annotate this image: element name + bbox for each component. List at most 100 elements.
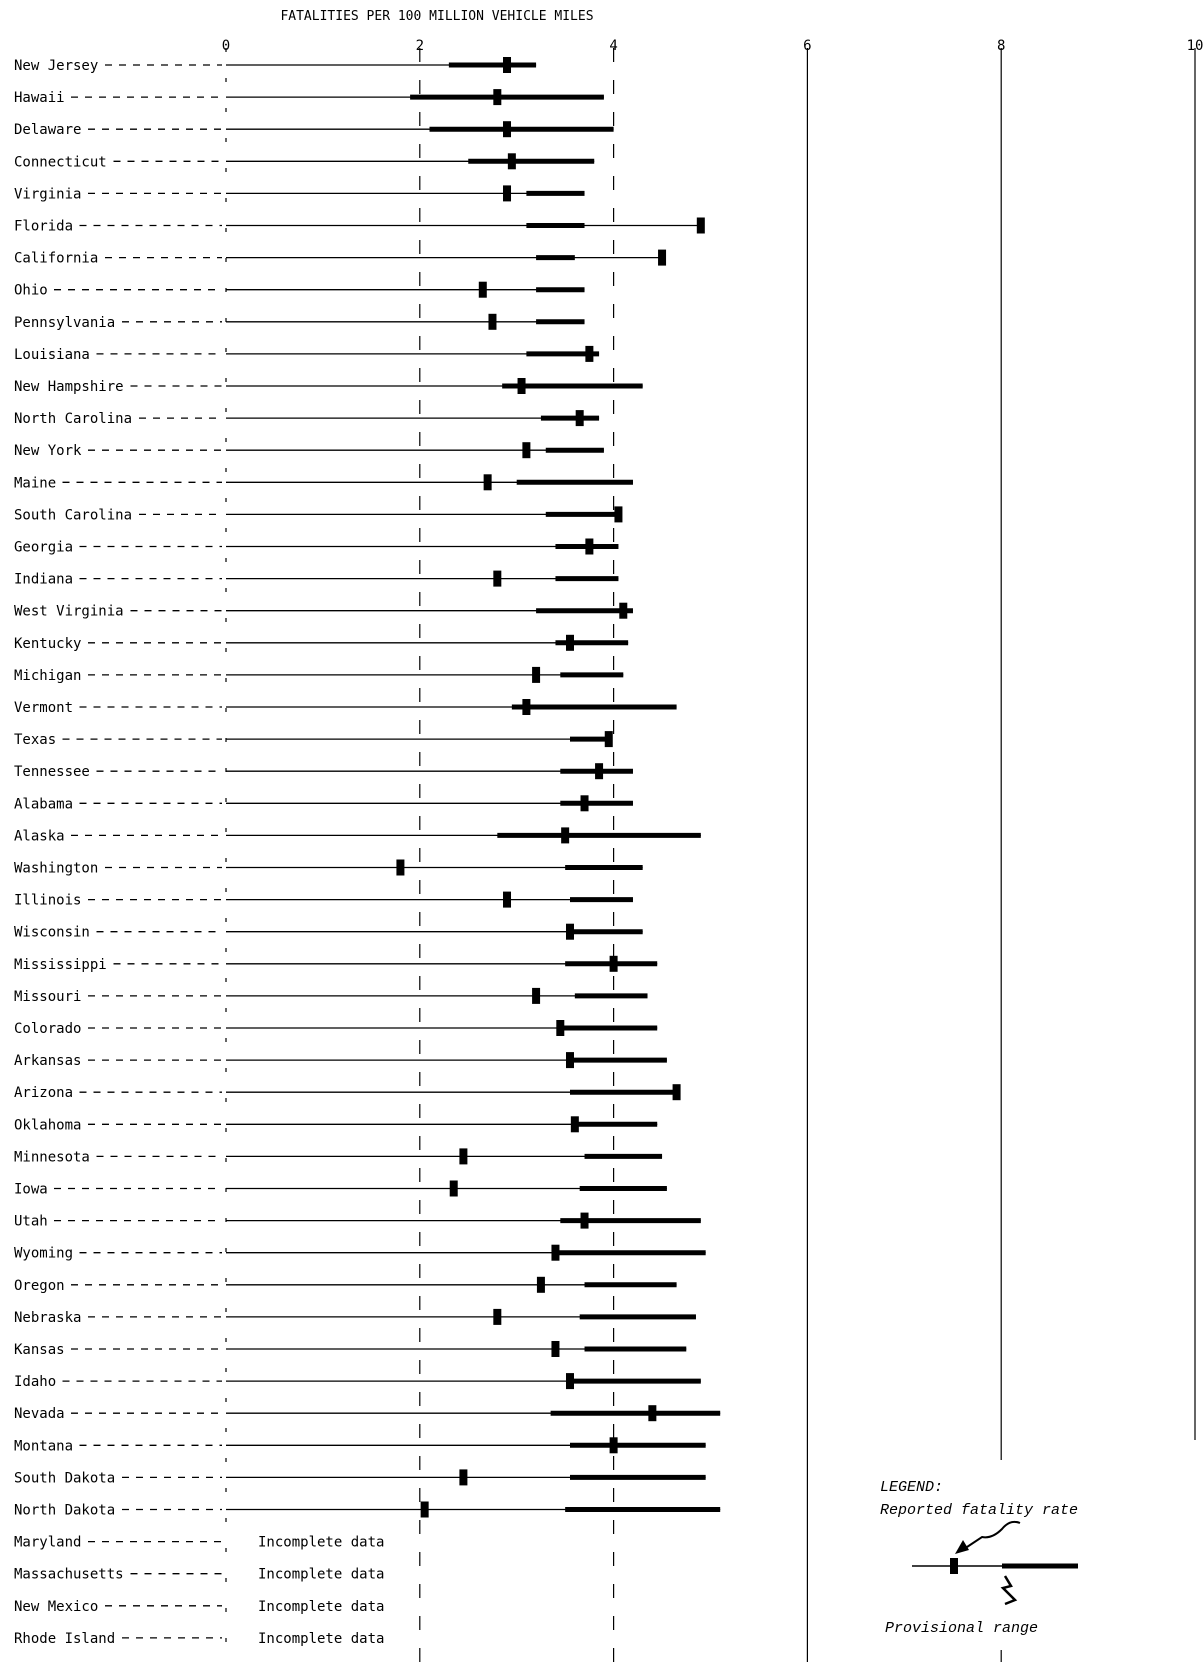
x-tick-label: 4	[609, 38, 617, 54]
fatality-rate-marker	[561, 827, 570, 844]
state-row: Nevada	[14, 1405, 721, 1422]
fatality-rate-marker	[575, 410, 584, 427]
fatality-rate-marker	[672, 1084, 681, 1101]
incomplete-row: Rhode Island Incomplete data	[14, 1631, 384, 1647]
state-row: West Virginia	[14, 602, 633, 620]
state-row: Michigan	[14, 666, 624, 684]
state-label: Maine	[14, 475, 56, 491]
state-row: Idaho	[14, 1373, 701, 1390]
state-label: Iowa	[14, 1182, 48, 1198]
state-label: Nevada	[14, 1406, 65, 1422]
state-label: California	[14, 251, 98, 267]
fatality-rate-marker	[551, 1341, 560, 1357]
fatality-rate-marker	[595, 763, 604, 780]
legend-rate-arrowhead	[955, 1540, 969, 1554]
fatality-rate-marker	[488, 313, 497, 330]
state-label: Oklahoma	[14, 1117, 81, 1133]
fatality-rate-marker	[536, 1276, 545, 1293]
state-label: Colorado	[14, 1021, 81, 1037]
grid-lines	[225, 48, 1196, 1662]
legend-title: LEGEND:	[880, 1479, 943, 1496]
state-label: North Carolina	[14, 411, 132, 427]
state-row: Colorado	[14, 1020, 658, 1037]
state-label: Wyoming	[14, 1246, 73, 1262]
fatality-rate-marker	[551, 1244, 560, 1261]
fatality-rate-marker	[449, 1180, 458, 1197]
legend-range-label: Provisional range	[885, 1620, 1038, 1637]
fatality-rate-marker	[556, 1020, 565, 1036]
state-row: Nebraska	[14, 1308, 696, 1326]
fatality-rate-marker	[532, 666, 541, 683]
state-label: Massachusetts	[14, 1567, 124, 1583]
x-axis-ticks: 0 2 4 6 8 10	[222, 38, 1203, 54]
state-label: Indiana	[14, 572, 73, 588]
state-label: Pennsylvania	[14, 315, 115, 331]
state-row: New York	[14, 442, 604, 459]
state-label: Kentucky	[14, 636, 81, 652]
state-row: Missouri	[14, 987, 648, 1005]
state-label: Utah	[14, 1214, 48, 1230]
state-row: Kentucky	[14, 634, 629, 652]
x-tick-label: 2	[416, 38, 424, 54]
state-label: Mississippi	[14, 957, 107, 973]
state-label: Georgia	[14, 540, 73, 556]
state-label: Arizona	[14, 1085, 73, 1101]
state-label: New Jersey	[14, 58, 98, 74]
fatality-rate-marker	[565, 634, 574, 651]
state-row: New Jersey	[14, 57, 537, 74]
state-label: New Mexico	[14, 1599, 98, 1615]
state-label: Illinois	[14, 893, 81, 909]
fatality-rate-marker	[609, 955, 618, 972]
state-label: Michigan	[14, 668, 81, 684]
state-label: North Dakota	[14, 1503, 115, 1519]
state-label: Washington	[14, 861, 98, 877]
state-row: Alaska	[14, 827, 701, 844]
fatality-rate-marker	[648, 1405, 657, 1422]
state-label: Vermont	[14, 700, 73, 716]
legend: LEGEND: Reported fatality rate Provision…	[880, 1479, 1078, 1637]
legend-rate-label: Reported fatality rate	[880, 1502, 1078, 1519]
state-label: New York	[14, 443, 82, 459]
state-label: Connecticut	[14, 154, 107, 170]
state-row: California	[14, 249, 667, 267]
state-row: Minnesota	[14, 1148, 663, 1165]
x-tick-label: 8	[997, 38, 1005, 54]
state-row: Illinois	[14, 891, 633, 909]
incomplete-rows: Maryland Incomplete data Massachusetts Inco…	[14, 1535, 384, 1647]
fatality-rate-marker	[459, 1148, 468, 1165]
state-row: North Dakota	[14, 1501, 721, 1519]
incomplete-note: Incomplete data	[258, 1535, 384, 1551]
fatality-rate-marker	[483, 474, 492, 491]
state-row: South Carolina	[14, 506, 623, 523]
state-label: Texas	[14, 732, 56, 748]
fatality-rate-marker	[609, 1437, 618, 1454]
incomplete-row: New Mexico Incomplete data	[14, 1599, 384, 1615]
fatality-rate-marker	[565, 923, 574, 940]
state-row: North Carolina	[14, 410, 600, 427]
state-row: Kansas	[14, 1341, 687, 1358]
state-row: Louisiana	[14, 345, 600, 363]
state-row: Utah	[14, 1212, 701, 1230]
state-row: Oklahoma	[14, 1116, 658, 1133]
state-label: Kansas	[14, 1342, 65, 1358]
fatality-rate-marker	[396, 859, 405, 876]
state-label: Idaho	[14, 1374, 56, 1390]
incomplete-note: Incomplete data	[258, 1567, 384, 1583]
state-row: Hawaii	[14, 89, 604, 106]
state-label: Alabama	[14, 796, 73, 812]
state-row: Washington	[14, 859, 643, 877]
state-label: Virginia	[14, 186, 81, 202]
state-label: Minnesota	[14, 1149, 90, 1165]
fatality-rate-marker	[565, 1373, 574, 1390]
state-label: Nebraska	[14, 1310, 81, 1326]
state-row: New Hampshire	[14, 378, 643, 395]
fatality-rate-marker	[580, 1212, 589, 1229]
x-tick-label: 6	[803, 38, 811, 54]
state-row: Virginia	[14, 185, 585, 202]
state-label: New Hampshire	[14, 379, 124, 395]
state-label: Rhode Island	[14, 1631, 115, 1647]
state-label: Tennessee	[14, 764, 90, 780]
state-row: South Dakota	[14, 1469, 706, 1486]
state-label: South Dakota	[14, 1470, 115, 1486]
